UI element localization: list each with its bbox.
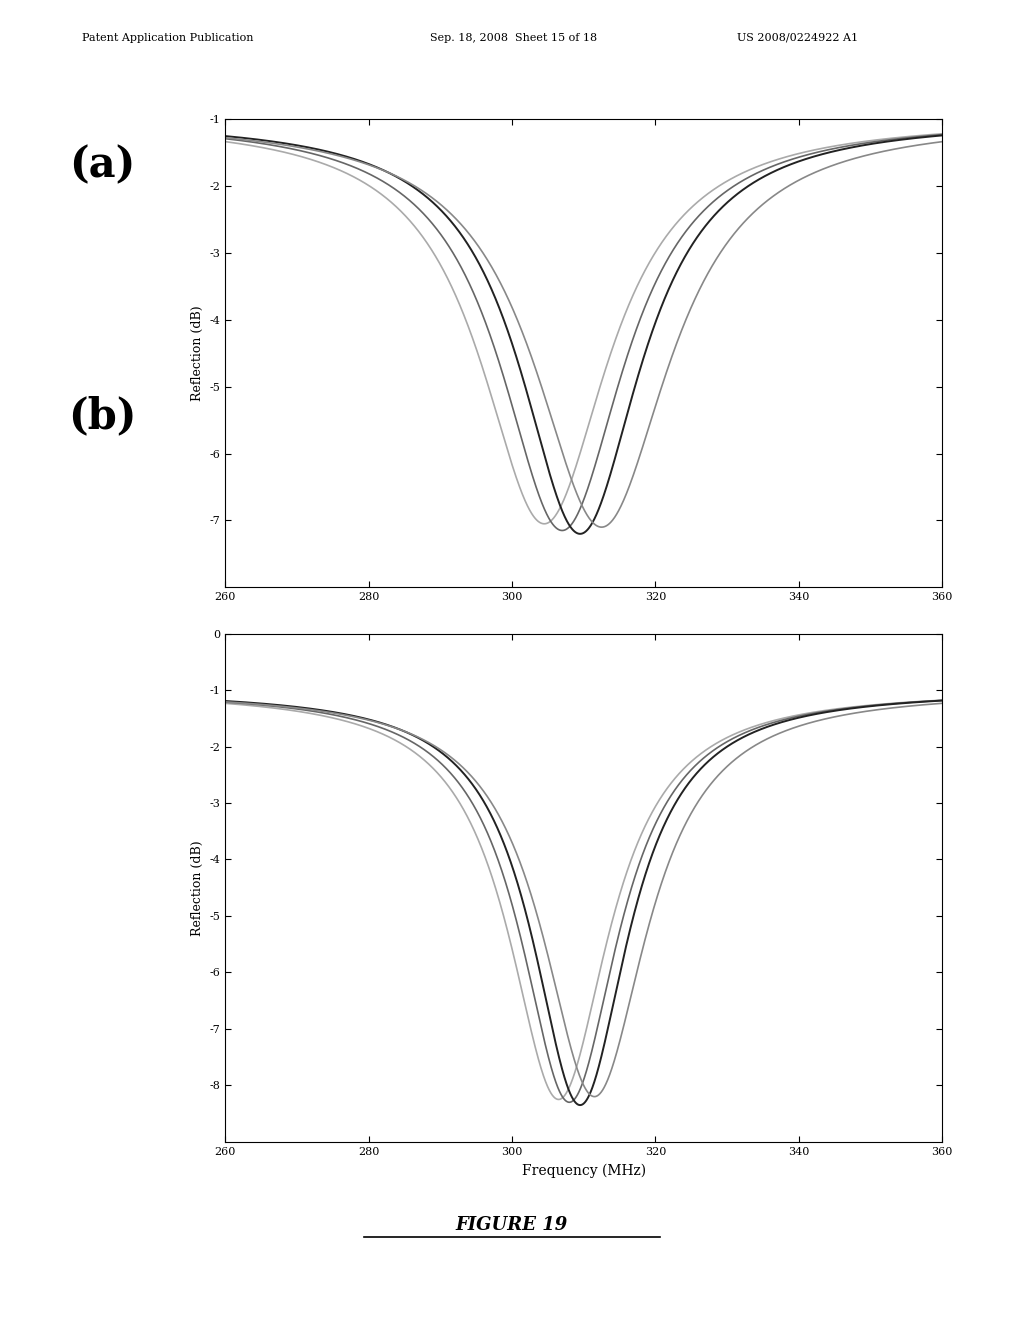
Text: Patent Application Publication: Patent Application Publication <box>82 33 253 44</box>
Text: US 2008/0224922 A1: US 2008/0224922 A1 <box>737 33 858 44</box>
Text: FIGURE 19: FIGURE 19 <box>456 1216 568 1234</box>
Text: (b): (b) <box>69 395 136 437</box>
Y-axis label: Reflection (dB): Reflection (dB) <box>191 305 204 401</box>
X-axis label: Frequency (MHz): Frequency (MHz) <box>521 1164 646 1177</box>
Y-axis label: Reflection (dB): Reflection (dB) <box>191 840 204 936</box>
Text: Sep. 18, 2008  Sheet 15 of 18: Sep. 18, 2008 Sheet 15 of 18 <box>430 33 597 44</box>
Text: (a): (a) <box>70 144 135 186</box>
